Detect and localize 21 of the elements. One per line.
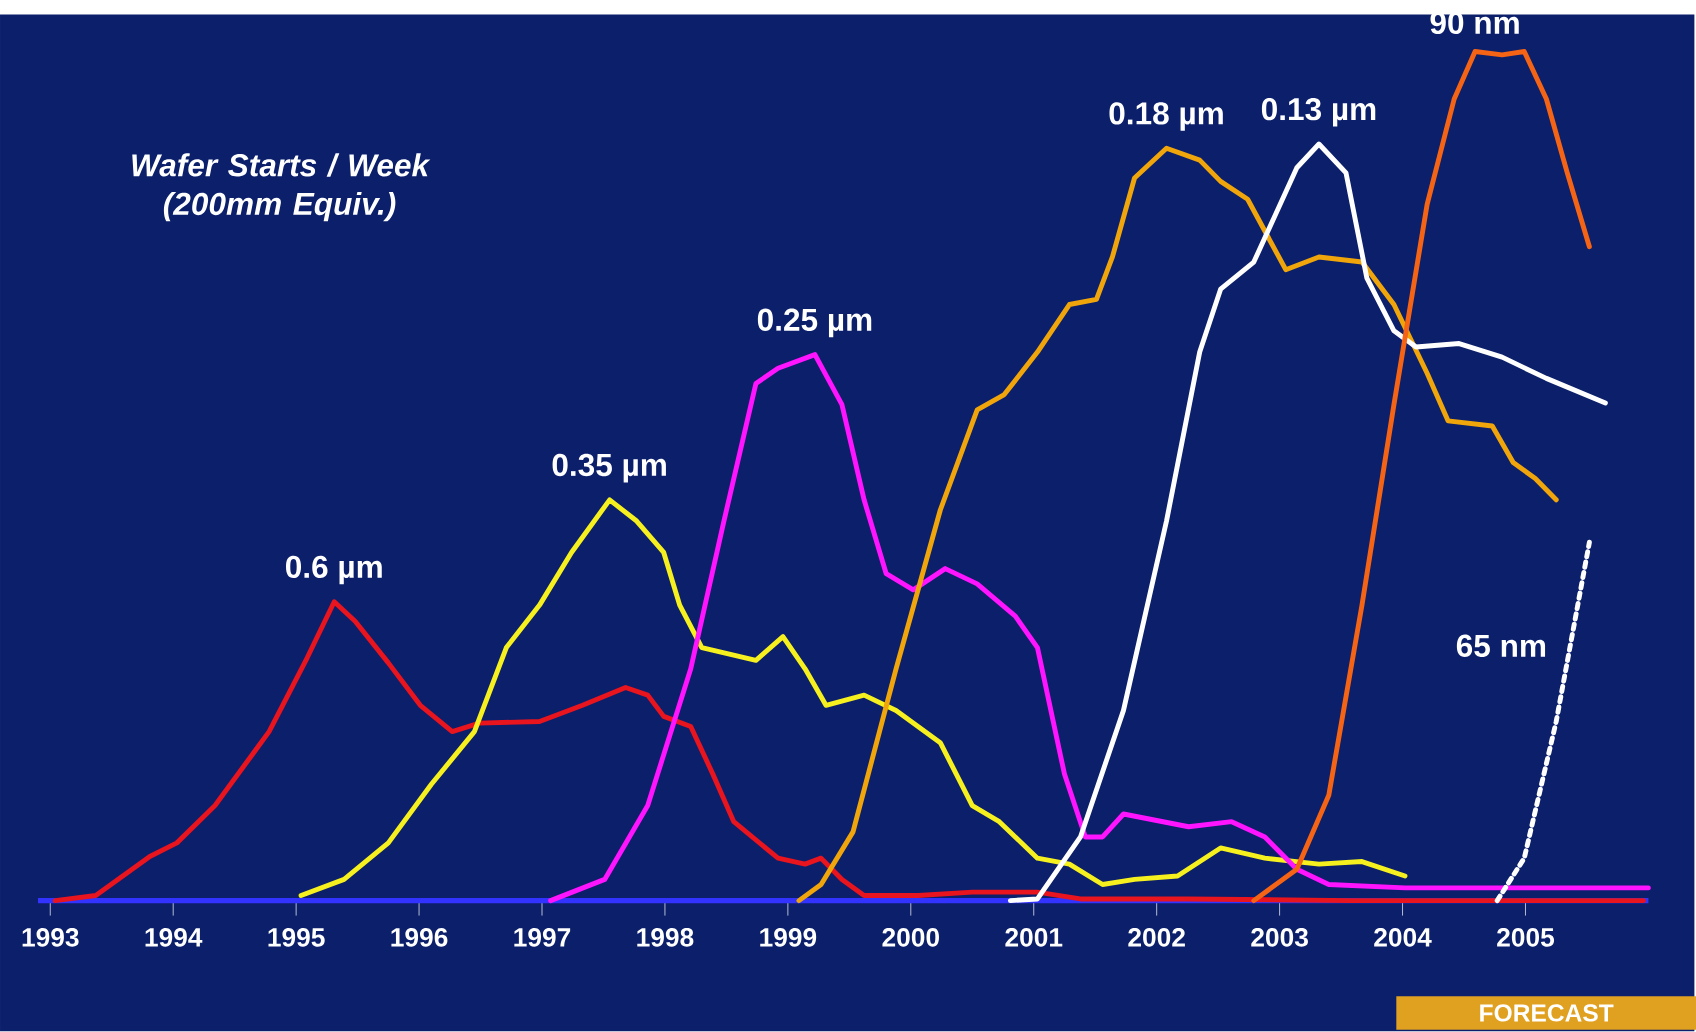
x-tick-label: 1999 bbox=[760, 928, 817, 947]
series-label: 0.18 µm bbox=[1109, 102, 1223, 132]
x-tick-label: 2003 bbox=[1251, 928, 1308, 947]
x-tick-label: 1997 bbox=[514, 928, 571, 947]
series-label: 0.6 µm bbox=[286, 555, 382, 585]
text: FORECAST bbox=[1480, 1004, 1614, 1022]
series-label: 0.13 µm bbox=[1261, 98, 1376, 127]
x-tick-label: 2004 bbox=[1374, 928, 1432, 947]
x-tick-label: 2005 bbox=[1497, 928, 1555, 947]
x-tick-label: 1995 bbox=[268, 928, 325, 947]
x-tick-label: 1998 bbox=[637, 928, 694, 947]
series-label: 65 nm bbox=[1456, 634, 1546, 658]
x-tick-label: 1996 bbox=[391, 928, 448, 947]
x-tick-label: 2002 bbox=[1128, 928, 1185, 947]
series-label: 0.25 µm bbox=[757, 308, 872, 338]
y-axis-title: Wafer Starts / Week (200mm Equiv.) bbox=[132, 153, 431, 222]
x-tick-label: 1993 bbox=[22, 928, 79, 947]
series-label: 0.35 µm bbox=[552, 454, 666, 483]
x-tick-label: 1994 bbox=[145, 928, 203, 947]
x-tick-label: 2001 bbox=[1005, 928, 1063, 947]
x-tick-label: 2000 bbox=[882, 928, 939, 947]
